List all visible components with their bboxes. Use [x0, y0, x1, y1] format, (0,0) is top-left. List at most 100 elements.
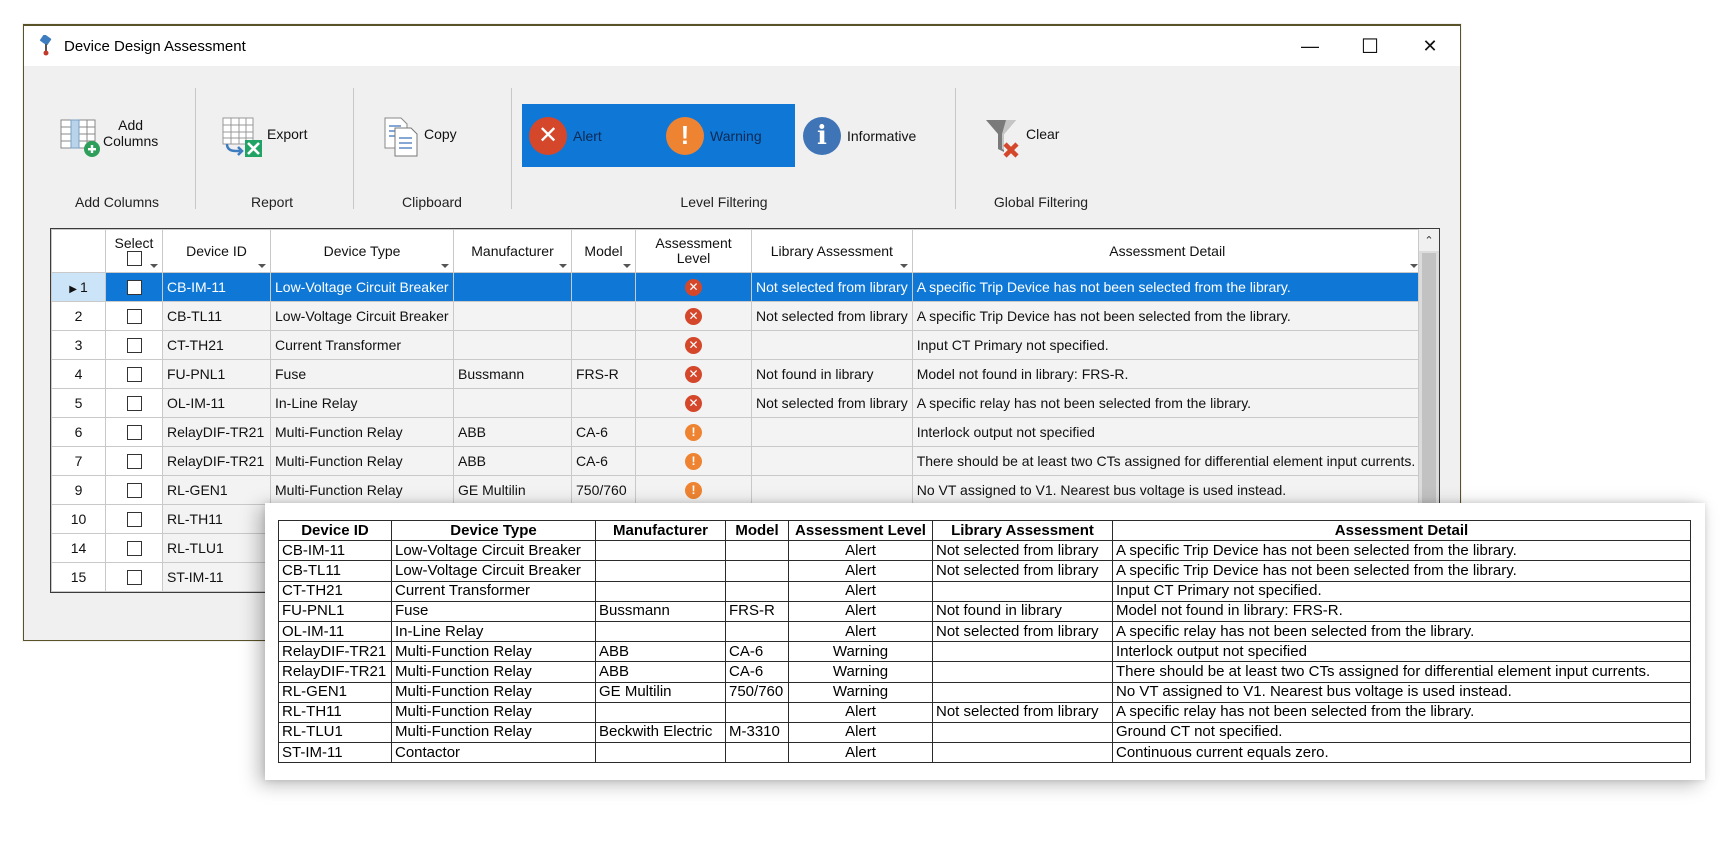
warning-filter-button[interactable]: ! Warning — [666, 104, 762, 167]
device-id-cell[interactable]: RL-TH11 — [162, 504, 271, 534]
model-cell[interactable] — [571, 330, 636, 360]
model-cell[interactable]: 750/760 — [571, 475, 636, 505]
library-assessment-cell[interactable] — [751, 330, 913, 360]
row-header[interactable]: ▶ 1 — [51, 272, 106, 302]
manufacturer-cell[interactable] — [453, 301, 572, 331]
assessment-data-grid[interactable]: Select Device ID Device Type Manufacture… — [50, 228, 1440, 593]
close-button[interactable]: ✕ — [1400, 26, 1460, 66]
column-header-model[interactable]: Model — [571, 229, 636, 273]
model-cell[interactable] — [571, 301, 636, 331]
device-type-cell[interactable]: Low-Voltage Circuit Breaker — [270, 301, 454, 331]
select-all-checkbox[interactable] — [126, 251, 142, 267]
row-select-checkbox[interactable] — [126, 338, 142, 354]
row-select-checkbox[interactable] — [126, 483, 142, 499]
row-header[interactable]: 7 — [51, 446, 106, 476]
row-header[interactable]: 14 — [51, 533, 106, 563]
assessment-level-cell[interactable]: ✕ — [635, 301, 752, 331]
select-cell[interactable] — [105, 301, 163, 331]
scrollbar-thumb[interactable] — [1422, 253, 1436, 573]
column-header-select[interactable]: Select — [105, 229, 163, 273]
copy-button[interactable]: Copy — [382, 116, 457, 161]
assessment-detail-cell[interactable]: Model not found in library: FRS-R. — [911, 359, 1423, 389]
grid-row[interactable]: 4 FU-PNL1 Fuse Bussmann FRS-R ✕ Not found in l… — [51, 359, 1423, 389]
grid-row[interactable]: ▶ 1 CB-IM-11 Low-Voltage Circuit Breaker ✕ No… — [51, 272, 1423, 302]
select-cell[interactable] — [105, 562, 163, 592]
informative-filter-button[interactable]: i Informative — [803, 104, 916, 167]
library-assessment-cell[interactable]: Not selected from library — [751, 388, 913, 418]
assessment-detail-cell[interactable]: A specific Trip Device has not been sele… — [911, 301, 1423, 331]
row-select-checkbox[interactable] — [126, 512, 142, 528]
manufacturer-cell[interactable]: ABB — [453, 417, 572, 447]
row-select-checkbox[interactable] — [126, 570, 142, 586]
assessment-detail-cell[interactable]: Input CT Primary not specified. — [911, 330, 1423, 360]
select-cell[interactable] — [105, 504, 163, 534]
grid-row[interactable]: 5 OL-IM-11 In-Line Relay ✕ Not selected from… — [51, 388, 1423, 418]
library-assessment-cell[interactable]: Not selected from library — [751, 301, 913, 331]
filter-dropdown-icon[interactable] — [559, 264, 567, 268]
filter-dropdown-icon[interactable] — [1409, 264, 1418, 268]
device-id-cell[interactable]: CT-TH21 — [162, 330, 271, 360]
device-id-cell[interactable]: RelayDIF-TR21 — [162, 446, 271, 476]
row-select-checkbox[interactable] — [126, 309, 142, 325]
device-id-cell[interactable]: RL-GEN1 — [162, 475, 271, 505]
device-id-cell[interactable]: RL-TLU1 — [162, 533, 271, 563]
model-cell[interactable] — [571, 272, 636, 302]
filter-dropdown-icon[interactable] — [258, 264, 266, 268]
row-header[interactable]: 5 — [51, 388, 106, 418]
filter-dropdown-icon[interactable] — [623, 264, 631, 268]
row-select-checkbox[interactable] — [126, 367, 142, 383]
assessment-detail-cell[interactable]: There should be at least two CTs assigne… — [911, 446, 1423, 476]
device-id-cell[interactable]: FU-PNL1 — [162, 359, 271, 389]
column-header-device-id[interactable]: Device ID — [162, 229, 271, 273]
model-cell[interactable]: FRS-R — [571, 359, 636, 389]
assessment-level-cell[interactable]: ! — [635, 475, 752, 505]
manufacturer-cell[interactable]: Bussmann — [453, 359, 572, 389]
row-header[interactable]: 10 — [51, 504, 106, 534]
library-assessment-cell[interactable] — [751, 475, 913, 505]
library-assessment-cell[interactable]: Not found in library — [751, 359, 913, 389]
manufacturer-cell[interactable] — [453, 388, 572, 418]
select-cell[interactable] — [105, 533, 163, 563]
library-assessment-cell[interactable] — [751, 417, 913, 447]
maximize-button[interactable]: ☐ — [1340, 26, 1400, 66]
model-cell[interactable]: CA-6 — [571, 417, 636, 447]
select-cell[interactable] — [105, 330, 163, 360]
add-columns-button[interactable]: Add Columns — [59, 116, 158, 161]
device-type-cell[interactable]: Current Transformer — [270, 330, 454, 360]
column-header-library-assessment[interactable]: Library Assessment — [751, 229, 913, 273]
manufacturer-cell[interactable]: ABB — [453, 446, 572, 476]
assessment-level-cell[interactable]: ✕ — [635, 330, 752, 360]
select-cell[interactable] — [105, 359, 163, 389]
clear-filter-button[interactable]: Clear — [984, 116, 1059, 163]
row-select-checkbox[interactable] — [126, 454, 142, 470]
manufacturer-cell[interactable] — [453, 330, 572, 360]
title-bar[interactable]: Device Design Assessment — ☐ ✕ — [24, 26, 1460, 66]
assessment-level-cell[interactable]: ✕ — [635, 388, 752, 418]
device-id-cell[interactable]: RelayDIF-TR21 — [162, 417, 271, 447]
row-header[interactable]: 6 — [51, 417, 106, 447]
grid-row[interactable]: 6 RelayDIF-TR21 Multi-Function Relay ABB CA-… — [51, 417, 1423, 447]
grid-row[interactable]: 3 CT-TH21 Current Transformer ✕ Input CT Pri… — [51, 330, 1423, 360]
assessment-detail-cell[interactable]: A specific Trip Device has not been sele… — [911, 272, 1423, 302]
select-cell[interactable] — [105, 388, 163, 418]
filter-dropdown-icon[interactable] — [150, 264, 158, 268]
scroll-up-button[interactable]: ⌃ — [1419, 229, 1439, 251]
device-type-cell[interactable]: Multi-Function Relay — [270, 475, 454, 505]
manufacturer-cell[interactable]: GE Multilin — [453, 475, 572, 505]
device-id-cell[interactable]: CB-TL11 — [162, 301, 271, 331]
assessment-level-cell[interactable]: ! — [635, 446, 752, 476]
minimize-button[interactable]: — — [1280, 26, 1340, 66]
row-select-checkbox[interactable] — [126, 280, 142, 296]
assessment-detail-cell[interactable]: No VT assigned to V1. Nearest bus voltag… — [911, 475, 1423, 505]
select-cell[interactable] — [105, 446, 163, 476]
assessment-detail-cell[interactable]: Interlock output not specified — [911, 417, 1423, 447]
grid-row[interactable]: 9 RL-GEN1 Multi-Function Relay GE Multilin 7… — [51, 475, 1423, 505]
device-type-cell[interactable]: In-Line Relay — [270, 388, 454, 418]
alert-filter-button[interactable]: ✕ Alert — [529, 104, 602, 167]
device-id-cell[interactable]: ST-IM-11 — [162, 562, 271, 592]
library-assessment-cell[interactable]: Not selected from library — [751, 272, 913, 302]
row-header[interactable]: 3 — [51, 330, 106, 360]
assessment-level-cell[interactable]: ! — [635, 417, 752, 447]
column-header-device-type[interactable]: Device Type — [270, 229, 454, 273]
grid-row[interactable]: 7 RelayDIF-TR21 Multi-Function Relay ABB CA-… — [51, 446, 1423, 476]
